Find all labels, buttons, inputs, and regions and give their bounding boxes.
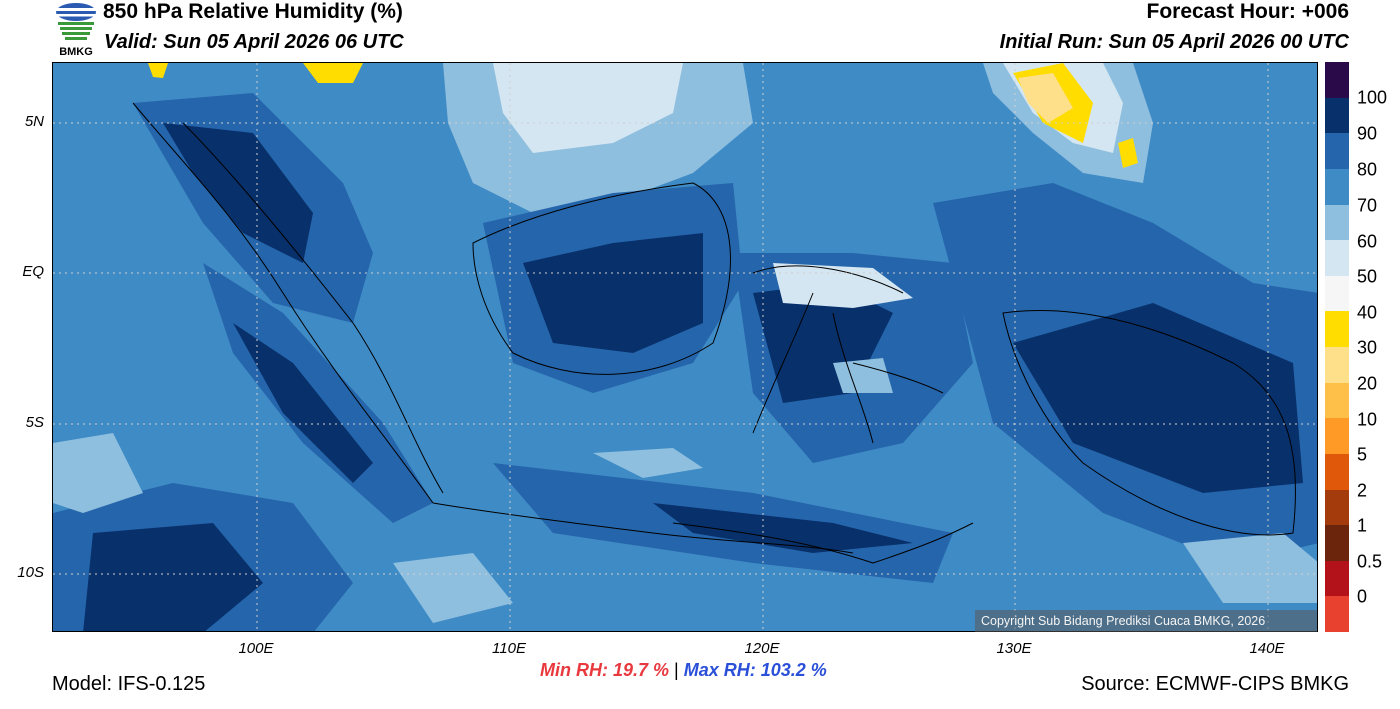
initial-run: Initial Run: Sun 05 April 2026 00 UTC (999, 31, 1349, 53)
stats-separator: | (674, 660, 679, 680)
colorbar-label: 80 (1357, 159, 1378, 180)
colorbar-label: 70 (1357, 195, 1378, 216)
colorbar-swatch (1325, 275, 1349, 312)
colorbar-swatch (1325, 525, 1349, 561)
colorbar-label: 90 (1357, 123, 1378, 144)
lat-label-5n: 5N (24, 113, 44, 130)
lon-label-110e: 110E (492, 640, 526, 657)
lat-label-10s: 10S (17, 564, 44, 581)
forecast-hour: Forecast Hour: +006 (1146, 0, 1350, 23)
colorbar-swatch (1325, 168, 1349, 205)
lon-label-120e: 120E (744, 640, 780, 657)
colorbar-label: 2 (1357, 480, 1368, 501)
max-rh: Max RH: 103.2 % (683, 660, 827, 680)
colorbar-swatch (1325, 382, 1349, 419)
colorbar-label: 5 (1357, 444, 1368, 465)
colorbar-swatch (1325, 133, 1349, 169)
lon-label-100e: 100E (238, 640, 274, 657)
colorbar-swatch (1325, 204, 1349, 241)
lon-label-140e: 140E (1249, 640, 1285, 657)
logo-text: BMKG (59, 46, 93, 58)
colorbar-swatch (1325, 418, 1349, 454)
rh-stats: Min RH: 19.7 % | Max RH: 103.2 % (540, 660, 827, 681)
colorbar-label: 0.5 (1357, 551, 1383, 572)
source-label: Source: ECMWF-CIPS BMKG (1081, 673, 1349, 695)
colorbar-label: 0 (1357, 586, 1368, 607)
colorbar-swatch (1325, 596, 1349, 632)
map-title: 850 hPa Relative Humidity (%) (103, 0, 403, 23)
humidity-map (52, 62, 1318, 632)
colorbar-label: 50 (1357, 266, 1378, 287)
bmkg-logo-icon (52, 0, 100, 62)
lon-label-130e: 130E (996, 640, 1032, 657)
colorbar-swatch (1325, 311, 1349, 347)
colorbar-label: 40 (1357, 302, 1378, 323)
model-label: Model: IFS-0.125 (52, 673, 206, 695)
colorbar-label: 60 (1357, 231, 1378, 252)
lat-label-5s: 5S (25, 414, 44, 431)
colorbar-swatch (1325, 62, 1349, 98)
colorbar-label: 30 (1357, 337, 1378, 358)
colorbar-label: 100 (1357, 87, 1388, 108)
colorbar-label: 20 (1357, 373, 1378, 394)
colorbar-swatch (1325, 453, 1349, 490)
colorbar-swatch (1325, 97, 1349, 134)
valid-time: Valid: Sun 05 April 2026 06 UTC (104, 31, 404, 53)
colorbar-swatch (1325, 489, 1349, 526)
colorbar-swatch (1325, 560, 1349, 597)
min-rh: Min RH: 19.7 % (540, 660, 670, 680)
copyright-note: Copyright Sub Bidang Prediksi Cuaca BMKG… (975, 610, 1317, 632)
colorbar-swatch (1325, 240, 1349, 276)
lat-label-eq: EQ (22, 263, 44, 280)
colorbar-swatch (1325, 347, 1349, 383)
colorbar (1325, 62, 1349, 632)
colorbar-label: 1 (1357, 515, 1368, 536)
colorbar-label: 10 (1357, 409, 1378, 430)
